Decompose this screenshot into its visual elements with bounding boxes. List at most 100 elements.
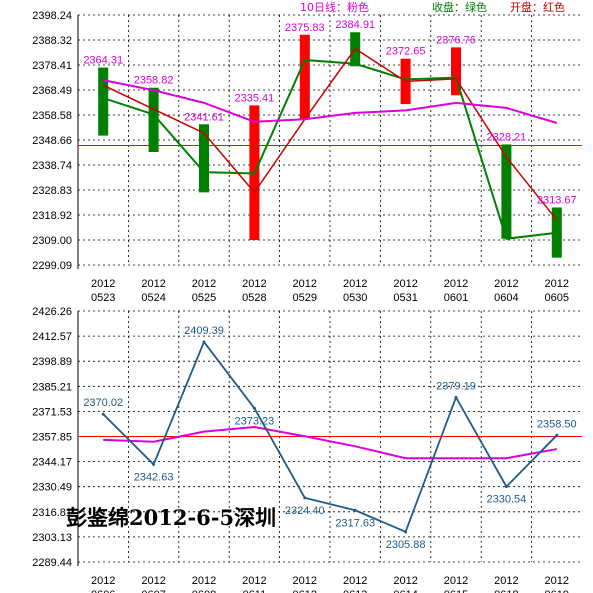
y-tick-label: 2318.92 <box>32 210 72 222</box>
x-tick-date: 0613 <box>343 589 367 593</box>
x-tick-date: 0612 <box>293 589 317 593</box>
x-tick-date: 0604 <box>494 292 518 304</box>
x-tick-year: 2012 <box>545 575 569 587</box>
x-tick-year: 2012 <box>393 278 417 290</box>
data-label: 2373.23 <box>235 415 275 427</box>
data-label: 2330.54 <box>487 494 527 506</box>
x-tick-year: 2012 <box>91 278 115 290</box>
data-label: 2341.61 <box>184 111 224 123</box>
data-label: 2364.31 <box>83 55 123 67</box>
data-label: 2358.82 <box>134 75 174 87</box>
ma10-line <box>103 426 557 460</box>
x-tick-year: 2012 <box>141 278 165 290</box>
data-point <box>353 508 357 512</box>
data-label: 2384.91 <box>335 19 375 31</box>
y-tick-label: 2368.49 <box>32 85 72 97</box>
y-tick-label: 2299.09 <box>32 260 72 272</box>
value-line <box>102 340 558 534</box>
y-tick-label: 2357.85 <box>32 432 72 444</box>
data-point <box>454 395 458 399</box>
candle-body <box>501 144 512 239</box>
data-label: 2370.02 <box>83 397 123 409</box>
x-tick-year: 2012 <box>494 278 518 290</box>
x-tick-date: 0607 <box>141 589 165 593</box>
x-tick-date: 0524 <box>141 292 165 304</box>
y-tick-label: 2358.58 <box>32 110 72 122</box>
x-tick-year: 2012 <box>343 575 367 587</box>
data-point <box>303 496 307 500</box>
x-tick-date: 0528 <box>242 292 266 304</box>
x-tick-date: 0531 <box>393 292 417 304</box>
x-tick-year: 2012 <box>192 575 216 587</box>
x-tick-date: 0601 <box>444 292 468 304</box>
close-line <box>102 58 557 240</box>
x-tick-year: 2012 <box>393 575 417 587</box>
x-tick-year: 2012 <box>444 575 468 587</box>
candle-body <box>199 124 209 193</box>
data-label: 2317.63 <box>335 517 375 529</box>
x-tick-date: 0608 <box>192 589 216 593</box>
data-point <box>555 433 559 437</box>
signature: 彭鉴绵2012-6-5深圳 <box>66 505 276 530</box>
data-label: 2313.67 <box>537 194 577 206</box>
y-tick-label: 2344.17 <box>32 457 72 469</box>
x-tick-date: 0523 <box>91 292 115 304</box>
x-tick-year: 2012 <box>494 575 518 587</box>
candle-body <box>551 207 562 258</box>
x-tick-date: 0525 <box>192 292 216 304</box>
y-tick-label: 2412.57 <box>32 331 72 343</box>
x-tick-date: 0606 <box>91 589 115 593</box>
candle-body <box>148 87 159 153</box>
data-point <box>101 412 105 416</box>
x-tick-year: 2012 <box>343 278 367 290</box>
y-tick-label: 2398.24 <box>32 10 72 22</box>
candle-body <box>451 47 461 96</box>
top-panel: 2398.24 2388.32 2378.41 2368.49 2358.58 2348.… <box>32 10 582 304</box>
y-tick-label: 2426.26 <box>32 306 72 318</box>
x-tick-year: 2012 <box>545 278 569 290</box>
ma10-line <box>103 79 558 124</box>
x-tick-date: 0618 <box>494 589 518 593</box>
y-tick-label: 2378.41 <box>32 60 72 72</box>
x-tick-year: 2012 <box>242 575 266 587</box>
x-tick-year: 2012 <box>242 278 266 290</box>
data-label: 2342.63 <box>134 471 174 483</box>
x-tick-year: 2012 <box>293 278 317 290</box>
x-tick-year: 2012 <box>293 575 317 587</box>
data-label: 2324.40 <box>285 505 325 517</box>
legend-close: 收盘：绿色 <box>432 0 487 14</box>
y-tick-label: 2289.44 <box>32 557 72 569</box>
data-label: 2358.50 <box>537 418 577 430</box>
x-tick-year: 2012 <box>192 278 216 290</box>
x-tick-date: 0615 <box>444 589 468 593</box>
open-line <box>102 47 558 221</box>
x-tick-date: 0605 <box>545 292 569 304</box>
x-tick-year: 2012 <box>444 278 468 290</box>
y-tick-label: 2385.21 <box>32 381 72 393</box>
data-label: 2379.19 <box>436 380 476 392</box>
data-point <box>152 462 156 466</box>
x-tick-date: 0529 <box>293 292 317 304</box>
y-tick-label: 2330.49 <box>32 482 72 494</box>
data-label: 2305.88 <box>386 539 426 551</box>
legend-ma10: 10日线：粉色 <box>300 0 369 14</box>
data-point <box>404 530 408 534</box>
x-tick-date: 0614 <box>393 589 417 593</box>
y-tick-label: 2328.83 <box>32 185 72 197</box>
bottom-panel: 2426.26 2412.57 2398.89 2385.21 2371.53 2357.… <box>32 306 582 593</box>
y-tick-label: 2348.66 <box>32 135 72 147</box>
x-tick-year: 2012 <box>141 575 165 587</box>
candle-body <box>98 67 109 136</box>
legend-open: 开盘：红色 <box>510 0 565 14</box>
y-tick-label: 2303.13 <box>32 532 72 544</box>
data-point <box>252 406 256 410</box>
data-label: 2335.41 <box>235 92 275 104</box>
x-tick-year: 2012 <box>91 575 115 587</box>
data-label: 2375.83 <box>285 22 325 34</box>
data-label: 2376.76 <box>436 34 476 46</box>
y-tick-label: 2338.74 <box>32 160 72 172</box>
y-tick-label: 2388.32 <box>32 35 72 47</box>
data-label: 2372.65 <box>386 46 426 58</box>
y-tick-label: 2316.81 <box>32 507 72 519</box>
